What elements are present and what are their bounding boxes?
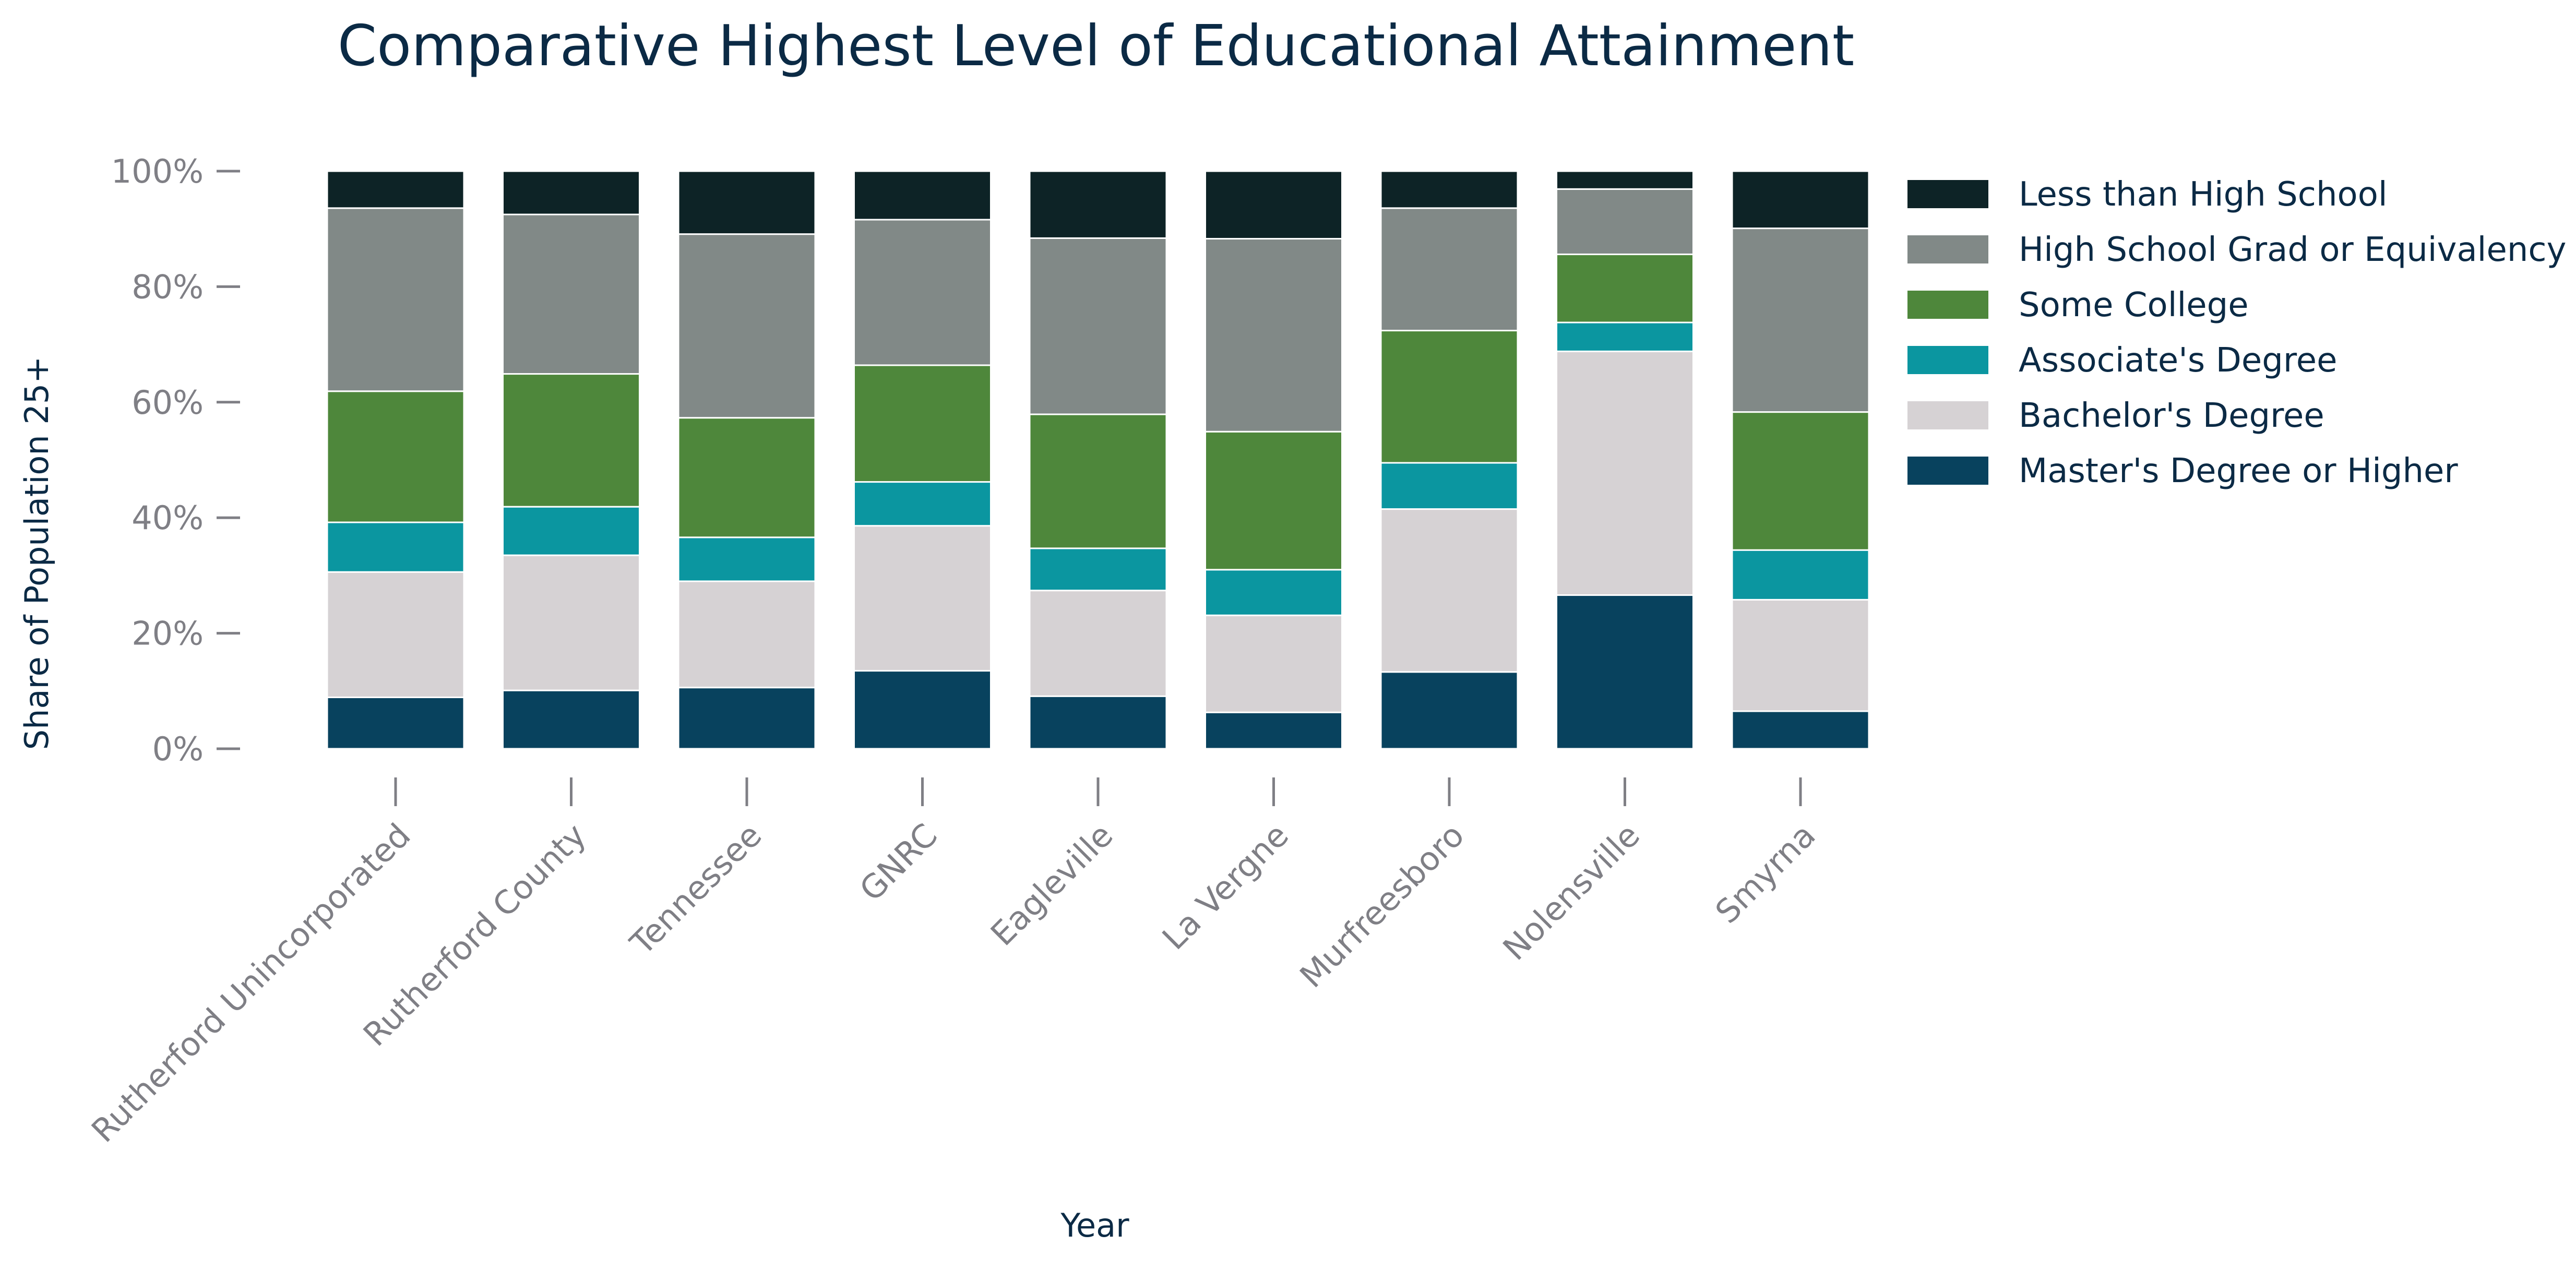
y-tick-label: 0% <box>152 730 204 768</box>
bar-murfreesboro-high-school-grad-or-equivalency <box>1380 207 1519 332</box>
y-tick-label: 20% <box>132 615 204 653</box>
bar-tennessee-some-college <box>677 417 816 538</box>
bar-rutherford-county-associate-s-degree <box>502 506 640 556</box>
x-tick-label: Eagleville <box>983 816 1120 953</box>
y-axis-label: Share of Population 25+ <box>18 356 56 750</box>
bar-nolensville-less-than-high-school <box>1556 170 1694 190</box>
bar-rutherford-unincorporated-high-school-grad-or-equivalency <box>326 207 465 392</box>
bar-la-vergne-master-s-degree-or-higher <box>1204 711 1343 750</box>
legend-swatch-bachelor-s-degree <box>1907 401 1988 429</box>
bar-smyrna-master-s-degree-or-higher <box>1731 710 1870 750</box>
bar-tennessee-associate-s-degree <box>677 536 816 582</box>
y-tick-label: 100% <box>111 152 204 190</box>
bar-nolensville-associate-s-degree <box>1556 321 1694 352</box>
bar-tennessee-less-than-high-school <box>677 170 816 235</box>
bar-murfreesboro-less-than-high-school <box>1380 170 1519 209</box>
chart-title: Comparative Highest Level of Educational… <box>338 14 1854 79</box>
y-tick-label: 40% <box>132 499 204 537</box>
legend-label-less-than-high-school: Less than High School <box>2019 175 2388 214</box>
bar-gnrc-less-than-high-school <box>853 170 992 221</box>
bar-tennessee-master-s-degree-or-higher <box>677 687 816 750</box>
bar-gnrc-high-school-grad-or-equivalency <box>853 219 992 366</box>
bar-rutherford-county-some-college <box>502 373 640 508</box>
bar-rutherford-county-bachelor-s-degree <box>502 554 640 691</box>
bar-gnrc-bachelor-s-degree <box>853 525 992 672</box>
plot-area: 0% 20% 40% 60% 80% 100% Rutherford Unincorpora… <box>84 152 1870 1149</box>
bar-la-vergne-associate-s-degree <box>1204 569 1343 616</box>
bar-murfreesboro-some-college <box>1380 330 1519 464</box>
bar-eagleville-associate-s-degree <box>1029 547 1167 592</box>
bar-rutherford-county-high-school-grad-or-equivalency <box>502 213 640 375</box>
legend-label-master-s-degree-or-higher: Master's Degree or Higher <box>2019 452 2458 490</box>
bar-la-vergne-less-than-high-school <box>1204 170 1343 240</box>
bar-nolensville-high-school-grad-or-equivalency <box>1556 188 1694 255</box>
bar-tennessee-bachelor-s-degree <box>677 580 816 689</box>
x-tick-label: Murfreesboro <box>1293 816 1472 995</box>
x-tick-label: Nolensville <box>1496 816 1647 967</box>
x-tick-label: La Vergne <box>1155 816 1296 957</box>
x-tick-label: GNRC <box>852 816 945 908</box>
legend-label-associate-s-degree: Associate's Degree <box>2019 341 2338 380</box>
x-axis-label: Year <box>1060 1206 1129 1244</box>
bar-smyrna-bachelor-s-degree <box>1731 598 1870 712</box>
legend-swatch-less-than-high-school <box>1907 180 1988 208</box>
legend-label-high-school-grad-or-equivalency: High School Grad or Equivalency <box>2019 231 2566 269</box>
bar-rutherford-unincorporated-master-s-degree-or-higher <box>326 696 465 750</box>
bar-rutherford-county-less-than-high-school <box>502 170 640 215</box>
bar-rutherford-unincorporated-some-college <box>326 390 465 523</box>
legend-swatch-master-s-degree-or-higher <box>1907 457 1988 485</box>
bar-gnrc-associate-s-degree <box>853 481 992 527</box>
bar-eagleville-bachelor-s-degree <box>1029 590 1167 697</box>
bar-la-vergne-high-school-grad-or-equivalency <box>1204 238 1343 433</box>
x-tick-label: Rutherford Unincorporated <box>84 816 418 1149</box>
bar-rutherford-unincorporated-less-than-high-school <box>326 170 465 209</box>
bar-eagleville-high-school-grad-or-equivalency <box>1029 237 1167 415</box>
legend-label-bachelor-s-degree: Bachelor's Degree <box>2019 397 2324 435</box>
y-tick-label: 80% <box>132 268 204 306</box>
legend-swatch-some-college <box>1907 291 1988 319</box>
bar-smyrna-some-college <box>1731 411 1870 551</box>
legend-swatch-high-school-grad-or-equivalency <box>1907 235 1988 263</box>
bar-murfreesboro-associate-s-degree <box>1380 462 1519 510</box>
bar-eagleville-less-than-high-school <box>1029 170 1167 239</box>
bar-smyrna-high-school-grad-or-equivalency <box>1731 227 1870 413</box>
x-tick-label: Tennessee <box>623 816 769 963</box>
bar-rutherford-unincorporated-bachelor-s-degree <box>326 571 465 698</box>
legend-swatch-associate-s-degree <box>1907 346 1988 374</box>
bar-la-vergne-some-college <box>1204 430 1343 571</box>
bar-nolensville-some-college <box>1556 253 1694 324</box>
bar-nolensville-bachelor-s-degree <box>1556 350 1694 596</box>
y-tick-label: 60% <box>132 384 204 422</box>
x-tick-label: Smyrna <box>1708 816 1823 931</box>
bar-la-vergne-bachelor-s-degree <box>1204 614 1343 713</box>
bar-nolensville-master-s-degree-or-higher <box>1556 594 1694 750</box>
bar-eagleville-master-s-degree-or-higher <box>1029 695 1167 750</box>
bar-smyrna-associate-s-degree <box>1731 549 1870 601</box>
bar-gnrc-master-s-degree-or-higher <box>853 670 992 750</box>
bar-rutherford-unincorporated-associate-s-degree <box>326 521 465 573</box>
bar-murfreesboro-bachelor-s-degree <box>1380 508 1519 673</box>
bar-tennessee-high-school-grad-or-equivalency <box>677 233 816 419</box>
bar-rutherford-county-master-s-degree-or-higher <box>502 689 640 750</box>
bar-murfreesboro-master-s-degree-or-higher <box>1380 671 1519 750</box>
bar-eagleville-some-college <box>1029 413 1167 549</box>
bar-gnrc-some-college <box>853 364 992 483</box>
bar-smyrna-less-than-high-school <box>1731 170 1870 230</box>
legend: Less than High School High School Grad or… <box>1907 175 2566 490</box>
legend-label-some-college: Some College <box>2019 286 2249 325</box>
